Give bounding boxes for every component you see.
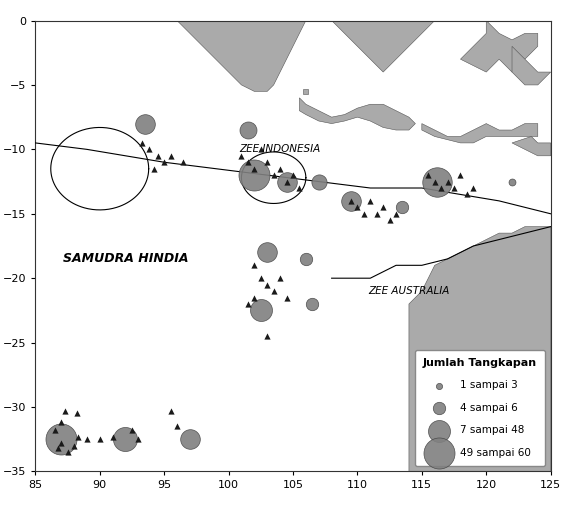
Point bbox=[378, 203, 387, 211]
Point bbox=[433, 177, 442, 186]
Point bbox=[73, 432, 82, 441]
Point bbox=[269, 171, 278, 179]
Point bbox=[173, 422, 182, 430]
Point bbox=[60, 407, 69, 415]
Point bbox=[256, 274, 265, 282]
Point bbox=[95, 435, 104, 443]
Point bbox=[56, 439, 65, 447]
Point bbox=[430, 177, 439, 186]
Point bbox=[250, 261, 259, 269]
Point bbox=[263, 248, 272, 257]
Point bbox=[144, 146, 153, 154]
Polygon shape bbox=[422, 124, 538, 143]
Point bbox=[346, 197, 355, 205]
Point bbox=[121, 435, 130, 443]
Point bbox=[282, 177, 291, 186]
Point bbox=[269, 287, 278, 295]
Point bbox=[353, 203, 362, 211]
Point bbox=[282, 177, 291, 186]
Point bbox=[295, 184, 304, 192]
Point bbox=[138, 139, 147, 147]
Point bbox=[359, 210, 368, 218]
Point bbox=[250, 294, 259, 302]
Point bbox=[256, 306, 265, 314]
Polygon shape bbox=[303, 89, 309, 94]
Point bbox=[244, 126, 253, 134]
Point bbox=[72, 410, 81, 418]
Point bbox=[424, 171, 433, 179]
Polygon shape bbox=[512, 136, 550, 156]
Polygon shape bbox=[151, 0, 306, 91]
Point bbox=[244, 300, 253, 308]
Text: SAMUDRA HINDIA: SAMUDRA HINDIA bbox=[63, 252, 188, 265]
Point bbox=[263, 332, 272, 340]
Point bbox=[153, 152, 162, 160]
Point bbox=[456, 171, 465, 179]
Point bbox=[308, 300, 317, 308]
Point bbox=[398, 203, 407, 211]
Point bbox=[301, 255, 310, 263]
Point bbox=[56, 418, 65, 426]
Point bbox=[134, 435, 143, 443]
Point bbox=[508, 177, 517, 186]
Point bbox=[450, 184, 459, 192]
Polygon shape bbox=[332, 0, 454, 72]
Point bbox=[314, 177, 323, 186]
Point bbox=[256, 146, 265, 154]
Point bbox=[140, 120, 149, 128]
Point bbox=[127, 426, 136, 434]
Point bbox=[250, 165, 259, 173]
Polygon shape bbox=[409, 227, 550, 472]
Point bbox=[244, 158, 253, 166]
Point bbox=[108, 432, 117, 441]
Point bbox=[282, 294, 291, 302]
Legend: 1 sampai 3, 4 sampai 6, 7 sampai 48, 49 sampai 60: 1 sampai 3, 4 sampai 6, 7 sampai 48, 49 … bbox=[415, 350, 545, 466]
Point bbox=[82, 435, 91, 443]
Point bbox=[250, 171, 259, 179]
Text: ZEE AUSTRALIA: ZEE AUSTRALIA bbox=[368, 286, 450, 296]
Point bbox=[263, 280, 272, 288]
Point bbox=[160, 158, 169, 166]
Polygon shape bbox=[299, 98, 415, 130]
Point bbox=[462, 191, 472, 199]
Polygon shape bbox=[512, 46, 550, 85]
Point bbox=[166, 407, 175, 415]
Point bbox=[288, 171, 297, 179]
Point bbox=[56, 435, 65, 443]
Polygon shape bbox=[460, 20, 538, 72]
Point bbox=[437, 184, 446, 192]
Point bbox=[366, 197, 375, 205]
Point bbox=[237, 152, 246, 160]
Text: ZEE INDONESIA: ZEE INDONESIA bbox=[240, 144, 321, 154]
Point bbox=[263, 158, 272, 166]
Point bbox=[179, 158, 188, 166]
Point bbox=[443, 177, 452, 186]
Point bbox=[276, 165, 285, 173]
Point bbox=[166, 152, 175, 160]
Point bbox=[54, 444, 63, 452]
Point bbox=[385, 216, 394, 224]
Point bbox=[63, 448, 72, 456]
Point bbox=[50, 426, 59, 434]
Point bbox=[391, 210, 400, 218]
Point bbox=[186, 435, 195, 443]
Point bbox=[469, 184, 478, 192]
Point bbox=[346, 197, 355, 205]
Point bbox=[149, 165, 158, 173]
Point bbox=[69, 442, 78, 450]
Point bbox=[372, 210, 381, 218]
Point bbox=[276, 274, 285, 282]
